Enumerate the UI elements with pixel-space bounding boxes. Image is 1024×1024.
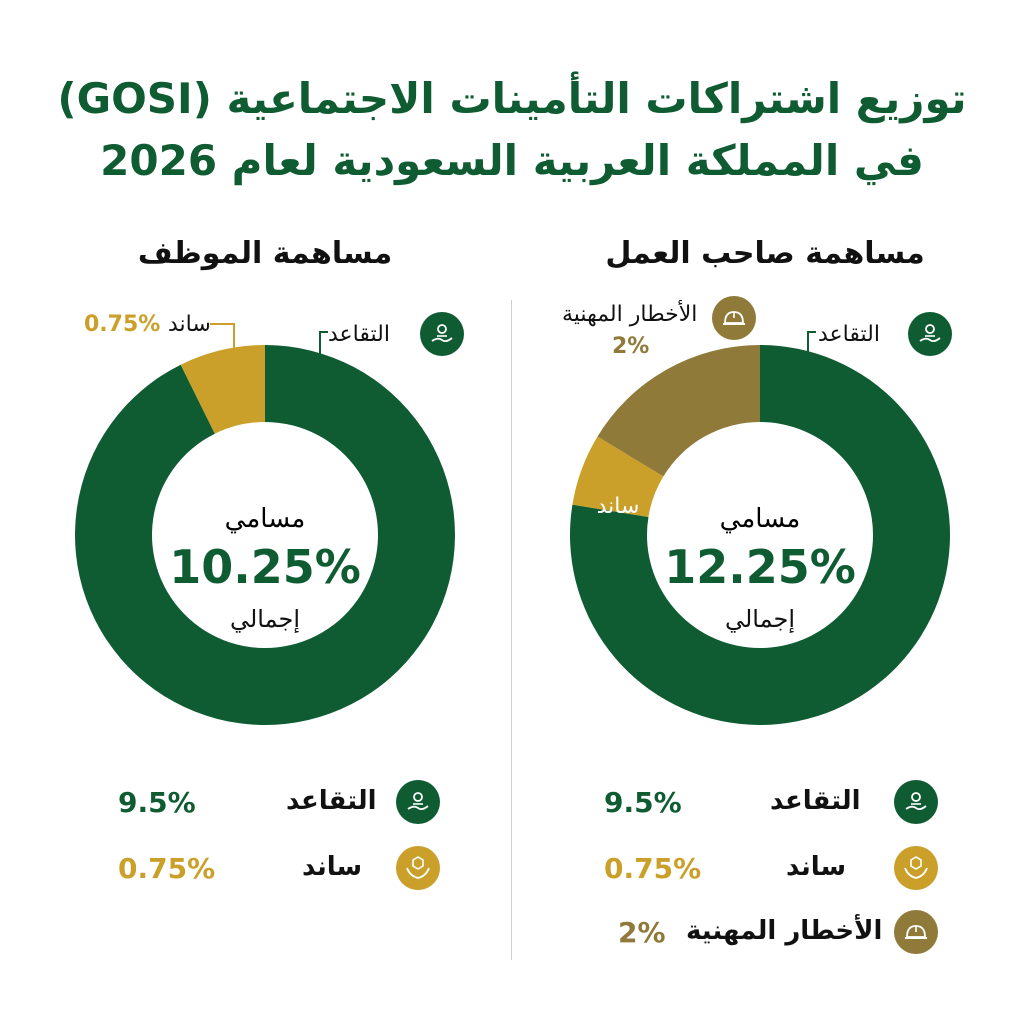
employee-saned-callout-value: 0.75%	[84, 312, 161, 337]
employee-center-top: مسامي	[225, 504, 306, 534]
employer-center-top: مسامي	[720, 504, 801, 534]
hardhat-icon	[894, 910, 938, 954]
employer-donut-chart: مسامي 12.25% إجمالي ساند	[570, 345, 950, 725]
employee-slices	[74, 345, 455, 725]
employer-legend-hazard-value: 2%	[618, 916, 666, 949]
employer-legend-hazard-label: الأخطار المهنية	[686, 916, 883, 946]
retirement-icon	[420, 312, 464, 356]
employer-chart-title: مساهمة صاحب العمل	[605, 236, 925, 271]
employer-retire-callout-label: التقاعد	[818, 322, 880, 347]
employee-saned-callout-label: ساند	[168, 312, 211, 337]
employee-center-total: 10.25%	[169, 540, 361, 594]
donut-slice-1-2	[597, 345, 760, 477]
hardhat-icon	[712, 296, 756, 340]
donut-slice-0-0	[74, 345, 455, 725]
employer-retire-leader-line	[807, 331, 816, 356]
employee-legend-saned-value: 0.75%	[118, 852, 216, 885]
saned-icon	[894, 846, 938, 890]
employer-legend-saned-value: 0.75%	[604, 852, 702, 885]
donut-slice-1-1	[572, 436, 664, 517]
donut-slice-1-0	[570, 345, 950, 725]
saned-icon	[396, 846, 440, 890]
employer-hazard-callout-value: 2%	[612, 334, 650, 359]
employee-legend-saned-label: ساند	[302, 852, 363, 882]
employee-center-bottom: إجمالي	[230, 605, 300, 634]
employer-saned-slice-label: ساند	[597, 494, 640, 519]
section-divider	[511, 300, 512, 960]
employer-slices	[570, 345, 950, 725]
employer-legend-retire-label: التقاعد	[770, 786, 861, 816]
employee-legend-retire-value: 9.5%	[118, 786, 196, 819]
retirement-icon	[908, 312, 952, 356]
retirement-icon	[894, 780, 938, 824]
employer-center-total: 12.25%	[664, 540, 856, 594]
page-title-line-2: في المملكة العربية السعودية لعام 2026	[100, 136, 924, 185]
employee-retire-callout-label: التقاعد	[328, 322, 390, 347]
employee-saned-leader-line	[210, 323, 235, 358]
employer-hazard-callout-label: الأخطار المهنية	[562, 302, 698, 327]
employee-chart-title: مساهمة الموظف	[137, 236, 393, 271]
employee-donut-chart: مسامي 10.25% إجمالي	[74, 345, 455, 725]
employee-retire-leader-line	[319, 331, 328, 356]
employer-center-bottom: إجمالي	[725, 605, 795, 634]
employer-legend-retire-value: 9.5%	[604, 786, 682, 819]
employee-legend-retire-label: التقاعد	[286, 786, 377, 816]
retirement-icon	[396, 780, 440, 824]
donut-slice-0-1	[180, 345, 265, 434]
employer-legend-saned-label: ساند	[786, 852, 847, 882]
page-title-line-1: توزيع اشتراكات التأمينات الاجتماعية (GOS…	[57, 74, 967, 123]
